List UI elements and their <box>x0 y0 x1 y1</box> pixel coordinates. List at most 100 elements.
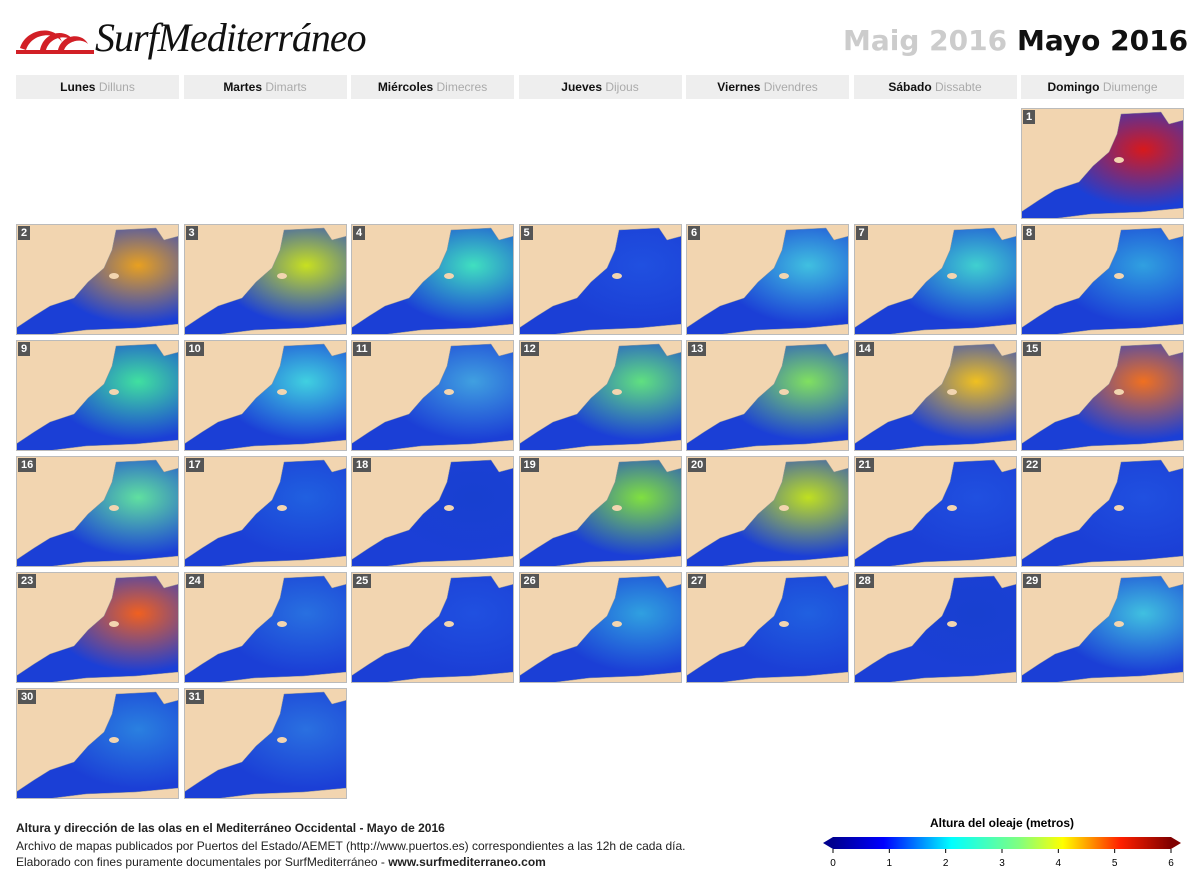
island <box>444 389 454 395</box>
day-number: 15 <box>1023 342 1042 356</box>
day-number: 30 <box>18 690 37 704</box>
sea <box>853 343 1017 452</box>
wave-map <box>15 456 180 568</box>
wave-map <box>183 340 347 452</box>
frame <box>16 688 179 799</box>
weekday-es: Martes <box>223 80 262 94</box>
colorbar-tick-label: 6 <box>1168 858 1174 869</box>
day-cell: 18 <box>350 456 515 568</box>
weekday-ca: Dimarts <box>265 80 307 94</box>
frame <box>351 456 514 567</box>
day-cell: 24 <box>183 572 347 684</box>
footer-source: Archivo de mapas publicados por Puertos … <box>16 839 686 853</box>
day-cell: 12 <box>518 340 682 452</box>
sea <box>350 227 515 336</box>
colorbar-tick-label: 0 <box>830 858 836 869</box>
day-number: 9 <box>18 342 31 356</box>
sea <box>518 227 682 336</box>
island <box>779 273 789 279</box>
frame <box>853 340 1017 451</box>
day-cell: 20 <box>685 456 850 568</box>
day-cell: 17 <box>183 456 347 568</box>
island <box>779 621 789 627</box>
sea <box>685 343 850 452</box>
wave-map <box>350 224 515 336</box>
day-cell: 3 <box>183 224 347 336</box>
sea <box>1020 227 1185 336</box>
wave-map <box>350 572 515 684</box>
sea <box>518 459 682 568</box>
weekday-es: Lunes <box>60 80 96 94</box>
wave-map <box>518 340 682 452</box>
month-catalan: Maig 2016 <box>843 24 1008 57</box>
frame <box>686 224 849 335</box>
day-number: 3 <box>185 226 198 240</box>
day-number: 21 <box>855 458 874 472</box>
day-number: 13 <box>688 342 707 356</box>
colorbar-tick-label: 3 <box>999 858 1005 869</box>
island <box>611 505 622 511</box>
day-cell: 29 <box>1020 572 1185 684</box>
sea <box>1020 111 1185 220</box>
wave-map <box>1020 572 1185 684</box>
weekday-header: Martes Dimarts <box>183 75 347 99</box>
colorbar-tick-label: 4 <box>1056 858 1062 869</box>
wave-map <box>350 456 515 568</box>
weekday-header: Jueves Dijous <box>518 75 682 99</box>
island <box>109 505 119 511</box>
day-number: 7 <box>855 226 868 240</box>
frame <box>183 572 347 683</box>
colorbar-tick-label: 5 <box>1112 858 1118 869</box>
wave-map <box>1020 108 1185 220</box>
wave-map <box>1020 224 1185 336</box>
weekday-ca: Dijous <box>605 80 639 94</box>
wave-map <box>853 340 1017 452</box>
day-cell: 2 <box>15 224 180 336</box>
island <box>276 273 287 279</box>
day-cell: 9 <box>15 340 180 452</box>
frame <box>1021 224 1184 335</box>
day-cell: 28 <box>853 572 1017 684</box>
day-cell: 16 <box>15 456 180 568</box>
wave-map <box>183 572 347 684</box>
wave-map <box>15 572 180 684</box>
colorbar-tick-label: 2 <box>943 858 949 869</box>
day-number: 28 <box>855 574 874 588</box>
day-cell: 8 <box>1020 224 1185 336</box>
weekday-ca: Diumenge <box>1102 80 1158 94</box>
weekday-header: Viernes Divendres <box>686 75 849 99</box>
sea <box>15 227 180 336</box>
day-cell: 6 <box>685 224 850 336</box>
day-number: 24 <box>185 574 204 588</box>
wave-map <box>685 456 850 568</box>
wave-map <box>685 224 850 336</box>
day-cell: 25 <box>350 572 515 684</box>
day-cell: 5 <box>518 224 682 336</box>
day-cell: 31 <box>183 688 347 800</box>
day-cell: 14 <box>853 340 1017 452</box>
wave-map <box>518 572 682 684</box>
day-number: 26 <box>520 574 539 588</box>
weekday-header: Lunes Dilluns <box>16 75 179 99</box>
island <box>611 389 622 395</box>
website: www.surfmediterraneo.com <box>388 855 546 869</box>
day-cell: 11 <box>350 340 515 452</box>
colorbar: Altura del oleaje (metros) 0 1 2 3 4 5 6 <box>823 816 1181 869</box>
credit: Elaborado con fines puramente documental… <box>16 855 389 869</box>
wave-map <box>15 688 180 800</box>
day-cell: 27 <box>685 572 850 684</box>
weekday-es: Viernes <box>717 80 761 94</box>
frame <box>853 224 1017 335</box>
frame <box>351 340 514 451</box>
sea <box>350 459 515 568</box>
island <box>109 389 119 395</box>
day-cell: 10 <box>183 340 347 452</box>
sea <box>350 343 515 452</box>
day-number: 29 <box>1023 574 1042 588</box>
frame <box>16 456 179 567</box>
frame <box>183 456 347 567</box>
sea <box>1020 343 1185 452</box>
sea <box>183 575 347 684</box>
wave-map <box>518 456 682 568</box>
